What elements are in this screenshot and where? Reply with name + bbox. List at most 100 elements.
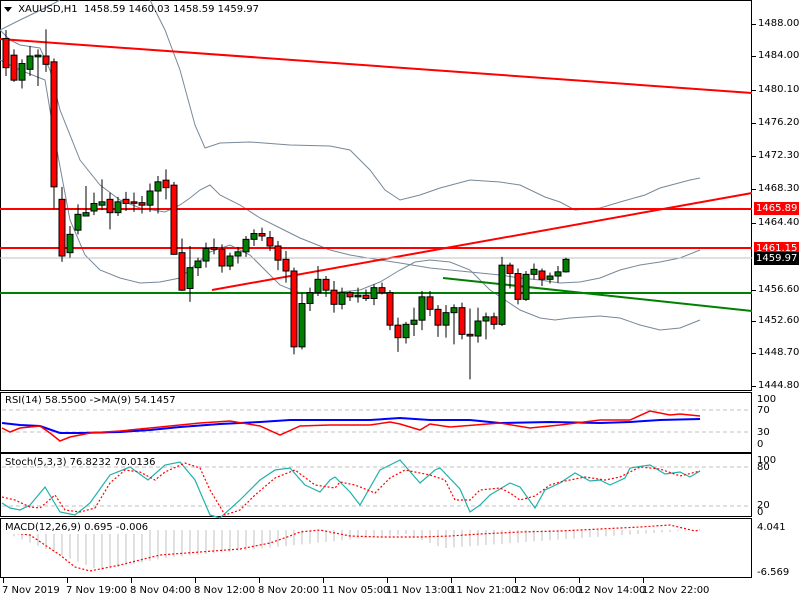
bear-candle [266,237,274,247]
rsi-line [1,410,701,442]
time-tick [323,578,324,583]
price-tick: 1456.60 [752,284,799,296]
bull-candle [370,287,378,299]
stoch-main-line [1,459,701,519]
stoch-level: 100 [757,455,777,466]
bull-candle [242,238,250,253]
bull-candle [186,267,194,289]
time-tick [259,578,260,583]
time-label: 12 Nov 06:00 [514,585,582,596]
bear-candle [138,202,146,206]
bear-candle [514,273,522,300]
bear-candle [538,270,546,280]
price-tag-resistance: 1465.89 [754,202,799,215]
price-tick: 1448.70 [752,347,799,359]
bull-candle [202,248,210,262]
bull-candle [74,213,82,231]
bear-candle [130,201,138,204]
time-label: 7 Nov 2019 [2,585,60,596]
macd-level-top: 4.041 [757,522,786,533]
time-label: 12 Nov 22:00 [642,585,710,596]
chart-header: XAUUSD,H1 1458.59 1460.03 1458.59 1459.9… [4,4,259,16]
bear-candle [258,233,266,237]
bear-candle [362,294,370,299]
bull-candle [450,307,458,314]
bull-candle [154,181,162,192]
stoch-level: 0 [757,507,764,518]
bull-candle [298,303,306,348]
bull-candle [90,203,98,212]
bull-candle [98,201,106,206]
bull-candle [146,190,154,206]
bear-candle [58,198,66,257]
bull-candle [474,320,482,337]
bear-candle [290,270,298,348]
bull-candle [18,63,26,81]
price-tick: 1472.30 [752,150,799,162]
rsi-level: 100 [757,394,777,405]
bear-candle [210,247,218,250]
rsi-title: RSI(14) 58.5500 ->MA(9) 54.1457 [5,395,176,406]
bull-candle [82,212,90,217]
bear-candle [394,324,402,339]
bull-candle [418,296,426,321]
macd-signal-line [4,524,701,572]
bull-candle [226,255,234,267]
time-tick [515,578,516,583]
bull-candle [530,268,538,275]
price-tag-current: 1459.97 [754,252,799,265]
bull-candle [410,319,418,325]
triangle-down-icon[interactable] [4,6,12,12]
stoch-title: Stoch(5,3,3) 76.8232 70.0136 [5,457,156,468]
stoch-level: 80 [757,462,770,473]
bear-candle [386,292,394,326]
time-label: 8 Nov 12:00 [194,585,256,596]
bull-candle [354,294,362,298]
symbol-timeframe: XAUUSD,H1 [18,4,78,15]
ohlc-low: 1458.59 [173,4,215,15]
descending-resistance-line [0,38,753,94]
candlesticks [2,29,570,380]
bear-candle [426,296,434,310]
bear-candle [218,248,226,267]
time-tick [451,578,452,583]
bear-candle [330,289,338,305]
bull-candle [314,278,322,294]
bull-candle [338,292,346,305]
time-tick [131,578,132,583]
rsi-level: 70 [757,405,770,416]
bull-candle [306,292,314,304]
bull-candle [26,55,34,70]
bear-candle [178,252,186,291]
bear-candle [50,61,58,188]
time-tick [3,578,4,583]
bull-candle [34,54,42,58]
price-tick: 1488.00 [752,18,799,30]
ohlc-open: 1458.59 [84,4,126,15]
bear-candle [2,38,10,69]
bear-candle [274,245,282,261]
bear-candle [322,278,330,291]
stoch-signal-line [1,462,701,516]
price-tick: 1476.20 [752,117,799,129]
time-label: 7 Nov 19:00 [66,585,128,596]
time-tick [195,578,196,583]
price-tick: 1468.30 [752,183,799,195]
trend-lines [0,38,753,312]
bear-candle [170,184,178,255]
bear-candle [282,258,290,272]
bear-candle [466,333,474,337]
price-tick: 1464.40 [752,217,799,229]
macd-level-bottom: -6.569 [757,567,790,578]
time-tick [387,578,388,583]
bull-candle [498,264,506,325]
time-label: 11 Nov 05:00 [322,585,390,596]
ohlc-high: 1460.03 [128,4,170,15]
price-tick: 1484.00 [752,50,799,62]
bear-candle [346,292,354,298]
bull-candle [554,271,562,277]
bear-candle [378,287,386,294]
bull-candle [522,273,530,300]
time-label: 11 Nov 13:00 [386,585,454,596]
